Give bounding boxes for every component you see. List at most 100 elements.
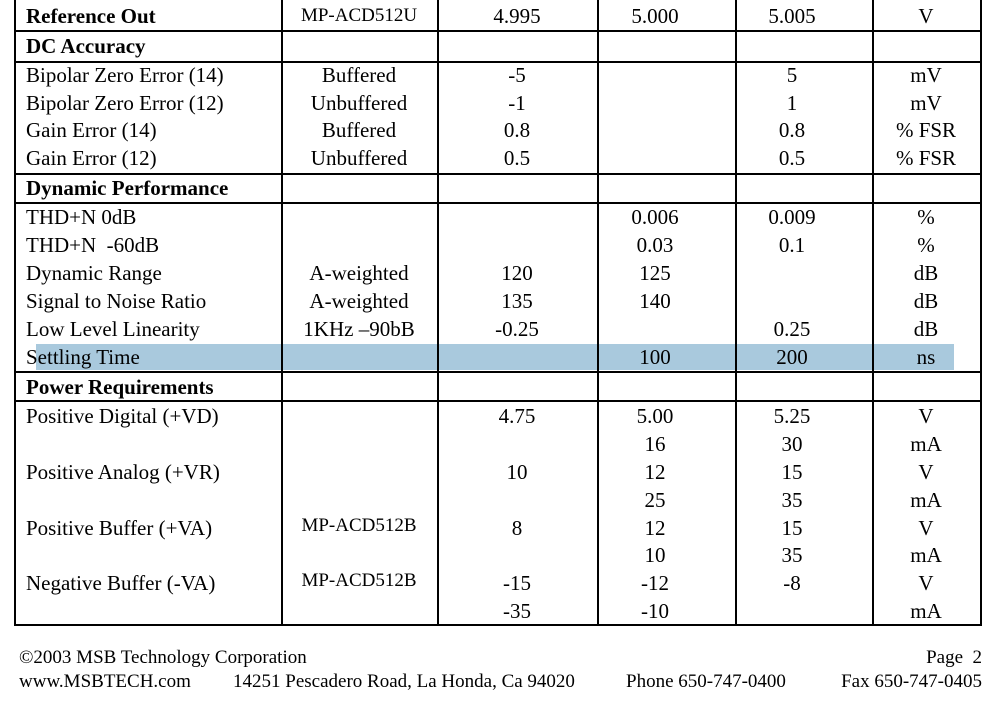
row-max: 0.25 [773,317,811,341]
row-unit: mA [910,488,942,512]
reference-out-unit: V [918,4,934,28]
column-divider [872,0,874,626]
row-max: 15 [781,516,803,540]
website-link[interactable]: www.MSBTECH.com [19,671,191,692]
row-typ: 12 [644,460,666,484]
reference-out-typ: 5.000 [631,4,679,28]
column-divider [281,0,283,626]
fax-text: Fax 650-747-0405 [841,671,982,692]
reference-out-label: Reference Out [26,4,156,28]
row-condition: Unbuffered [310,91,408,115]
row-unit: mA [910,599,942,623]
row-divider [14,61,982,63]
row-condition: 1KHz –90bB [303,317,415,341]
row-label: Positive Analog (+VR) [26,460,220,484]
row-condition: MP-ACD512B [301,570,417,591]
row-label: Signal to Noise Ratio [26,289,207,313]
row-unit: mA [910,543,942,567]
settling-time-highlight [36,344,954,370]
row-unit: mV [910,91,942,115]
row-min: -15 [503,571,531,595]
row-typ: 25 [644,488,666,512]
row-max: 15 [781,460,803,484]
row-typ: 100 [639,345,671,369]
row-condition: A-weighted [309,289,409,313]
row-typ: -12 [641,571,669,595]
row-typ: 0.03 [636,233,674,257]
row-label: Bipolar Zero Error (12) [26,91,224,115]
row-min: -1 [508,91,526,115]
row-min: 4.75 [498,404,536,428]
row-label: THD+N 0dB [26,205,137,229]
spec-table: Reference Out MP-ACD512U 4.995 5.000 5.0… [14,0,982,626]
row-unit: dB [913,289,939,313]
section-title-power-requirements: Power Requirements [26,375,214,399]
column-divider [597,0,599,626]
row-unit: % FSR [895,118,957,142]
row-min: -5 [508,63,526,87]
row-max: 200 [776,345,808,369]
reference-out-min: 4.995 [493,4,541,28]
row-unit: V [918,571,934,595]
row-condition: A-weighted [309,261,409,285]
row-max: 0.1 [778,233,806,257]
row-label: Positive Digital (+VD) [26,404,219,428]
row-typ: 0.006 [631,205,679,229]
row-min: 0.8 [503,118,531,142]
row-min: 120 [501,261,533,285]
row-label: Dynamic Range [26,261,162,285]
section-title-dc-accuracy: DC Accuracy [26,34,146,58]
row-min: -0.25 [495,317,539,341]
row-condition: Buffered [321,118,397,142]
row-typ: -10 [641,599,669,623]
row-label: Low Level Linearity [26,317,200,341]
row-unit: % [917,233,935,257]
row-typ: 10 [644,543,666,567]
row-min: 135 [501,289,533,313]
copyright-text: ©2003 MSB Technology Corporation [19,647,307,668]
row-min: 8 [511,516,523,540]
row-unit: dB [913,317,939,341]
row-label: THD+N -60dB [26,233,160,257]
row-max: 0.009 [768,205,816,229]
row-typ: 16 [644,432,666,456]
table-border-right [980,0,982,626]
reference-out-max: 5.005 [768,4,816,28]
row-unit: V [918,460,934,484]
row-unit: % [917,205,935,229]
row-label: Gain Error (14) [26,118,157,142]
row-max: 0.5 [778,146,806,170]
row-condition: Buffered [321,63,397,87]
row-max: 5 [786,63,798,87]
row-unit: mV [910,63,942,87]
row-divider [14,173,982,175]
row-typ: 5.00 [636,404,674,428]
row-min: 10 [506,460,528,484]
row-label: Gain Error (12) [26,146,157,170]
row-max: 5.25 [773,404,811,428]
row-divider [14,30,982,32]
row-typ: 140 [639,289,671,313]
row-unit: mA [910,432,942,456]
address-text: 14251 Pescadero Road, La Honda, Ca 94020 [233,671,575,692]
row-divider [14,371,982,373]
row-condition: MP-ACD512B [301,515,417,536]
row-unit: ns [916,345,936,369]
row-label: Settling Time [26,345,140,369]
row-max: 35 [781,488,803,512]
table-border-left [14,0,16,626]
row-label: Bipolar Zero Error (14) [26,63,224,87]
row-typ: 12 [644,516,666,540]
row-divider [14,202,982,204]
column-divider [437,0,439,626]
row-unit: dB [913,261,939,285]
row-max: -8 [783,571,801,595]
row-max: 1 [786,91,798,115]
row-max: 0.8 [778,118,806,142]
row-max: 30 [781,432,803,456]
row-min: 0.5 [503,146,531,170]
column-divider [735,0,737,626]
reference-out-condition: MP-ACD512U [300,5,418,26]
row-divider [14,400,982,402]
row-max: 35 [781,543,803,567]
